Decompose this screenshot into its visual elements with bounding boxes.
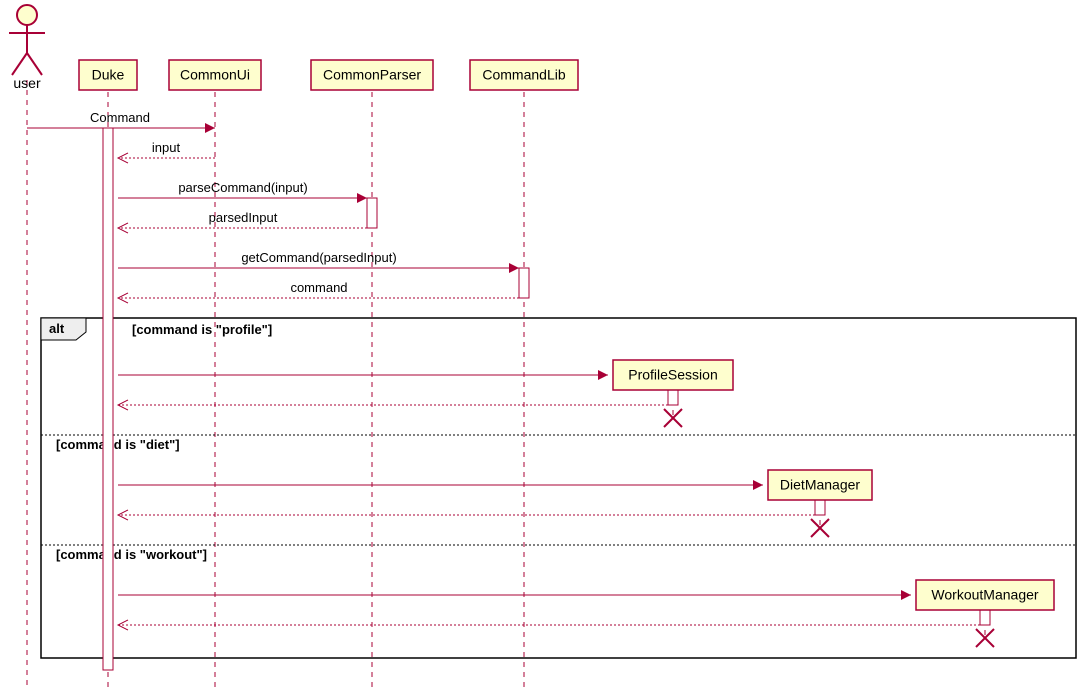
message-label-4: getCommand(parsedInput) [241,250,396,265]
participant-label-diet: DietManager [780,477,860,493]
alt-guard-2: [command is "workout"] [56,547,207,562]
arrowhead-0 [205,123,215,133]
activation-4 [815,500,825,515]
message-label-5: command [290,280,347,295]
activation-0 [103,128,113,670]
actor-leg-right [27,53,42,75]
message-label-2: parseCommand(input) [178,180,307,195]
arrowhead-4 [509,263,519,273]
participant-label-commandlib: CommandLib [482,67,565,83]
participant-label-workout: WorkoutManager [931,587,1038,603]
participant-label-profile: ProfileSession [628,367,718,383]
alt-guard-1: [command is "diet"] [56,437,180,452]
activation-2 [519,268,529,298]
message-label-0: Command [90,110,150,125]
actor-leg-left [12,53,27,75]
arrowhead-8 [753,480,763,490]
arrowhead-10 [901,590,911,600]
alt-guard-0: [command is "profile"] [132,322,272,337]
participant-label-commonui: CommonUi [180,67,250,83]
message-label-1: input [152,140,181,155]
activation-1 [367,198,377,228]
message-label-3: parsedInput [209,210,278,225]
actor-label: user [13,75,41,91]
arrowhead-6 [598,370,608,380]
participant-label-commonparser: CommonParser [323,67,421,83]
alt-label: alt [49,321,65,336]
activation-5 [980,610,990,625]
actor-head [17,5,37,25]
activation-3 [668,390,678,405]
arrowhead-2 [357,193,367,203]
participant-label-duke: Duke [92,67,125,83]
